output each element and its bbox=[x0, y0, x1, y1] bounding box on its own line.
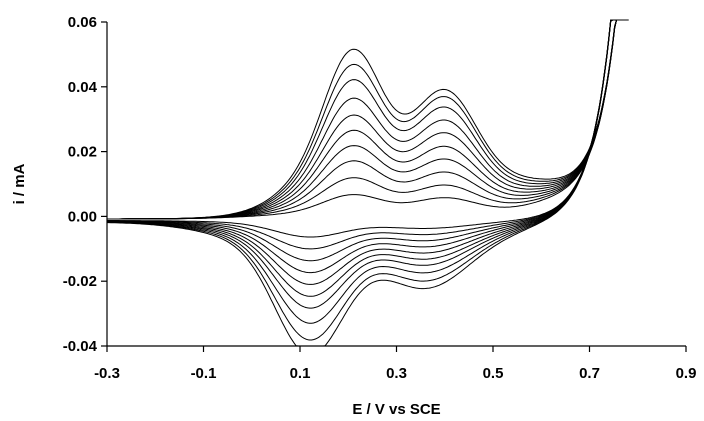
y-axis: -0.04 -0.02 0.00 0.02 0.04 0.06 bbox=[63, 14, 107, 355]
y-tick-label: 0.02 bbox=[68, 144, 97, 161]
y-tick-label: -0.04 bbox=[63, 338, 98, 355]
plot-series bbox=[106, 19, 629, 347]
x-tick-label: -0.1 bbox=[191, 365, 217, 382]
y-tick-label: 0.00 bbox=[68, 208, 97, 225]
x-tick-label: 0.9 bbox=[676, 365, 697, 382]
cv-curve bbox=[107, 19, 629, 347]
x-tick-label: 0.3 bbox=[386, 365, 407, 382]
x-tick-label: 0.1 bbox=[290, 365, 311, 382]
x-tick-label: 0.7 bbox=[579, 365, 600, 382]
cv-curve bbox=[106, 19, 629, 285]
y-tick-label: -0.02 bbox=[63, 273, 97, 290]
y-axis-title: i / mA bbox=[11, 163, 28, 204]
x-axis: -0.3 -0.1 0.1 0.3 0.5 0.7 0.9 bbox=[94, 346, 696, 382]
cv-curve bbox=[107, 19, 629, 238]
x-tick-label: -0.3 bbox=[94, 365, 120, 382]
y-tick-label: 0.06 bbox=[68, 14, 97, 31]
cv-curve bbox=[107, 19, 629, 309]
x-tick-label: 0.5 bbox=[483, 365, 504, 382]
cv-curve bbox=[107, 19, 629, 274]
x-axis-title: E / V vs SCE bbox=[352, 401, 440, 418]
y-tick-label: 0.04 bbox=[68, 79, 98, 96]
